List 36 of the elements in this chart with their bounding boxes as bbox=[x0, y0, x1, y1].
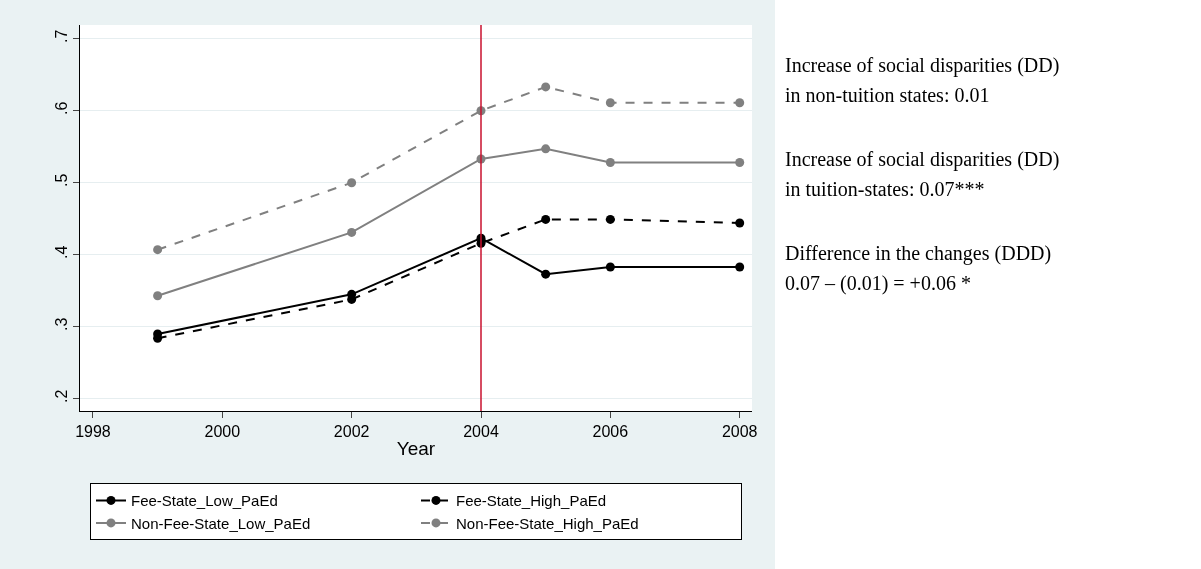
y-tick-label: .6 bbox=[52, 101, 70, 115]
point bbox=[605, 262, 615, 272]
point bbox=[541, 82, 551, 92]
point bbox=[735, 158, 745, 168]
point bbox=[605, 158, 615, 168]
legend-label: Fee-State_High_PaEd bbox=[456, 492, 607, 510]
text: Increase of social disparities (DD) in non-tuition states: 0.01 bbox=[785, 53, 1060, 108]
point bbox=[735, 218, 745, 228]
legend-label: Non-Fee-State_High_PaEd bbox=[456, 514, 639, 532]
x-tick-label: 2008 bbox=[721, 423, 758, 441]
y-tick-label: .4 bbox=[52, 245, 70, 259]
point bbox=[605, 98, 615, 108]
y-tick-label: .2 bbox=[52, 389, 70, 404]
point bbox=[347, 227, 357, 237]
x-tick-label: 2006 bbox=[592, 423, 629, 441]
legend-label: Fee-State_Low_PaEd bbox=[131, 492, 278, 510]
x-tick-label: 2004 bbox=[463, 423, 499, 441]
point bbox=[605, 214, 615, 224]
point bbox=[153, 291, 163, 301]
y-tick-label: .7 bbox=[52, 29, 70, 43]
point bbox=[735, 98, 745, 108]
x-tick-label: 2002 bbox=[333, 423, 370, 441]
x-tick-label: 1998 bbox=[75, 423, 111, 441]
point bbox=[541, 144, 551, 154]
point bbox=[153, 245, 163, 255]
text: Difference in the changes (DDD) 0.07 – (0.01) = +0.06 * bbox=[785, 241, 1053, 297]
x-axis-title: Year bbox=[396, 438, 436, 459]
point bbox=[541, 269, 551, 279]
legend-label: Non-Fee-State_Low_PaEd bbox=[131, 514, 311, 532]
point bbox=[735, 262, 745, 272]
x-tick-label: 2000 bbox=[204, 423, 241, 441]
point bbox=[347, 178, 357, 188]
y-tick-label: .5 bbox=[52, 173, 70, 187]
y-tick-label: .3 bbox=[52, 317, 70, 332]
text: Increase of social disparities (DD) in tuition-states: 0.07*** bbox=[785, 147, 1060, 202]
point bbox=[541, 214, 551, 224]
